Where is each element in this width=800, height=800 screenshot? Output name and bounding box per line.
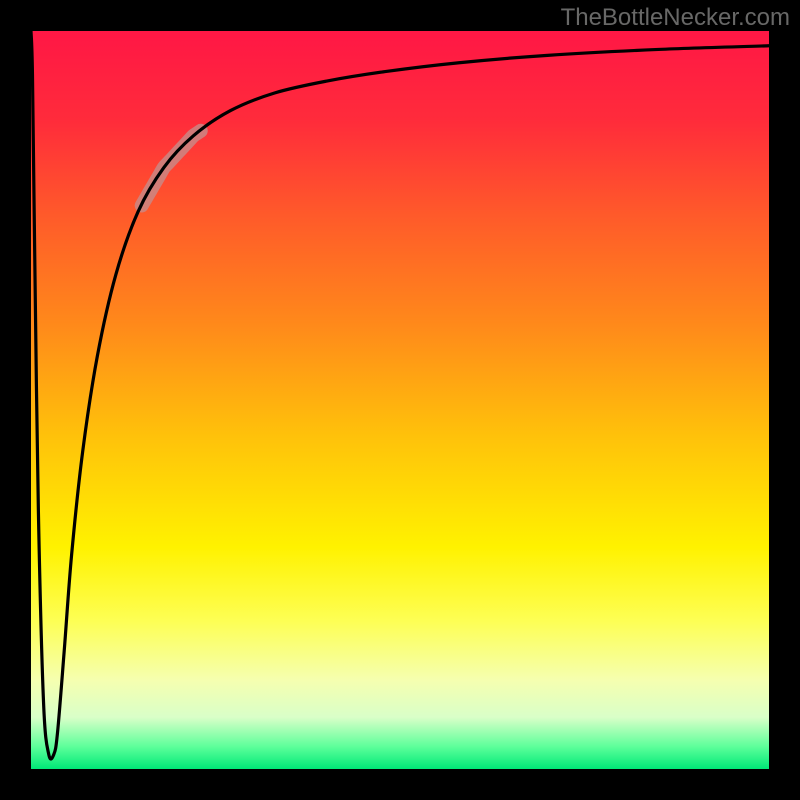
chart-container: TheBottleNecker.com <box>0 0 800 800</box>
gradient-background <box>31 31 769 769</box>
attribution-text: TheBottleNecker.com <box>561 4 790 32</box>
bottleneck-chart <box>0 0 800 800</box>
